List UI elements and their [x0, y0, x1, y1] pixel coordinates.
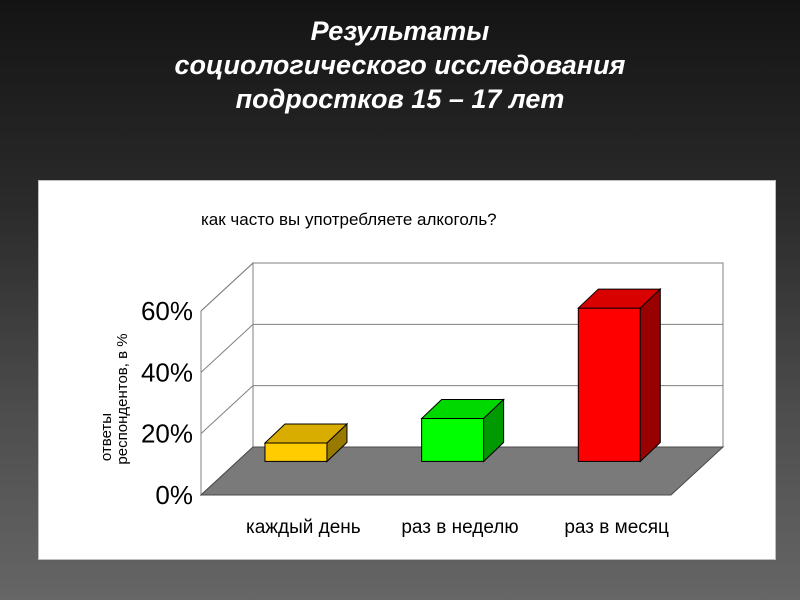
gridline — [200, 385, 723, 435]
slide-title-line-2: социологического исследования — [174, 50, 626, 80]
gridline — [200, 262, 723, 312]
bar-front — [577, 307, 641, 462]
chart-title: как часто вы употребляете алкоголь? — [201, 210, 497, 229]
gridlines — [200, 262, 723, 435]
slide-title-line-3: подростков 15 – 17 лет — [235, 84, 565, 114]
y-tick-label: 20% — [141, 419, 193, 449]
bars — [263, 287, 662, 463]
bar-1 — [263, 422, 349, 463]
bar-chart: как часто вы употребляете алкоголь? отве… — [98, 210, 725, 538]
y-tick-label: 0% — [155, 480, 193, 510]
bar-side — [483, 398, 505, 463]
y-axis-label: ответы респондентов, в % — [98, 333, 131, 464]
x-tick-label: раз в неделю — [401, 517, 518, 538]
y-tick-label: 40% — [141, 357, 193, 387]
bar-side — [639, 287, 661, 463]
x-tick-labels: каждый день раз в неделю раз в месяц — [246, 517, 669, 538]
y-tick-labels: 0% 20% 40% 60% — [141, 296, 193, 510]
x-tick-label: раз в месяц — [564, 517, 669, 538]
chart-area: как часто вы употребляете алкоголь? отве… — [38, 180, 776, 560]
y-axis-label-line-2: респондентов, в % — [114, 333, 131, 464]
bar-front — [421, 417, 485, 462]
bar-2 — [420, 398, 505, 463]
bar-3 — [577, 287, 662, 463]
bar-front — [264, 442, 328, 462]
slide-title: Результаты социологического исследования… — [0, 14, 800, 116]
y-axis-label-line-1: ответы — [98, 413, 115, 461]
x-tick-label: каждый день — [246, 517, 361, 538]
bar-side — [326, 422, 348, 463]
y-tick-label: 60% — [141, 296, 193, 326]
gridline — [200, 323, 723, 373]
slide-title-line-1: Результаты — [310, 16, 490, 46]
